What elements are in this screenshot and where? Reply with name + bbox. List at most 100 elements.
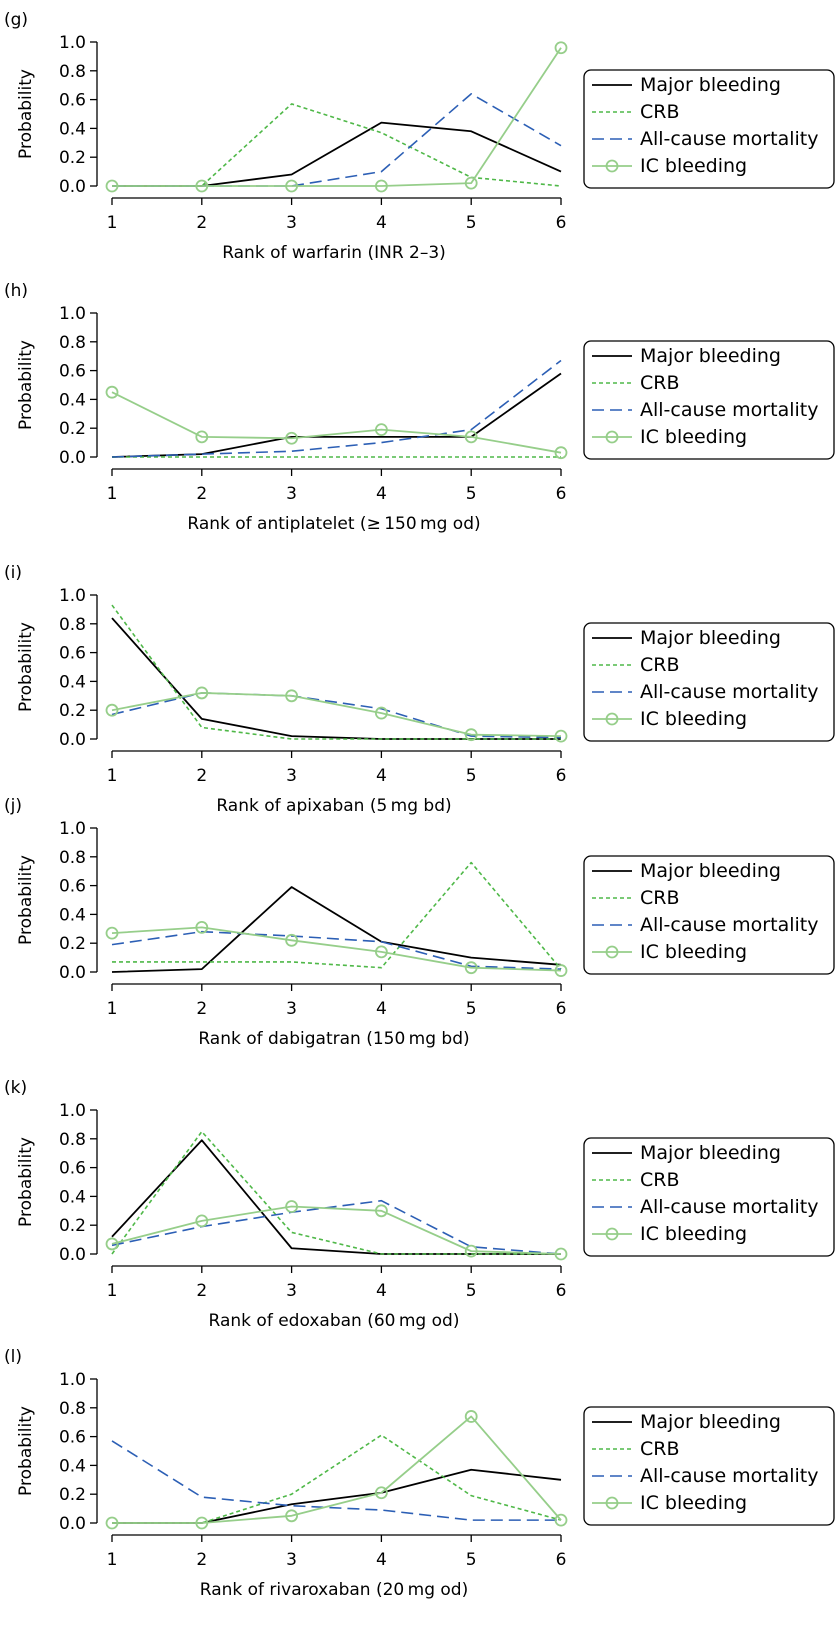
legend-box xyxy=(583,622,835,742)
x-tick-label: 1 xyxy=(107,1281,118,1301)
y-tick-label: 1.0 xyxy=(59,1370,86,1390)
panel-j: (j) 0.0 0.2 0.4 0.6 0.8 1.0 Probability 1 2 3 4 5 6 Ra… xyxy=(4,796,835,1049)
y-tick-label: 0.2 xyxy=(59,1485,86,1505)
y-tick-label: 0.8 xyxy=(59,615,86,635)
legend-marker xyxy=(605,1496,619,1510)
x-tick-label: 6 xyxy=(556,1550,567,1570)
x-tick-label: 4 xyxy=(376,766,387,786)
y-tick-label: 1.0 xyxy=(59,304,86,324)
series-line-major-bleeding xyxy=(111,617,561,740)
legend-marker xyxy=(605,430,619,444)
y-axis-label: Probability xyxy=(16,855,36,945)
y-tick-label: 0.8 xyxy=(59,1130,86,1150)
data-point-ic-bleeding xyxy=(374,1486,388,1500)
series-line-major-bleeding xyxy=(112,1468,562,1524)
y-tick-label: 0.0 xyxy=(59,1245,86,1265)
y-axis-label: Probability xyxy=(16,1406,36,1496)
legend-label: All-cause mortality xyxy=(640,128,818,150)
x-tick-label: 4 xyxy=(376,484,387,504)
x-tick-label: 2 xyxy=(196,213,207,233)
y-tick-label: 0.2 xyxy=(59,1216,86,1236)
data-point-ic-bleeding xyxy=(105,179,119,193)
x-tick-label: 4 xyxy=(376,999,387,1019)
legend-box xyxy=(583,69,835,189)
legend-label: IC bleeding xyxy=(640,155,747,177)
data-point-ic-bleeding xyxy=(105,703,119,717)
data-point-ic-bleeding xyxy=(105,385,119,399)
y-tick-label: 1.0 xyxy=(59,819,86,839)
series-line-all-cause-mortality xyxy=(111,1199,562,1255)
legend-label: IC bleeding xyxy=(640,941,747,963)
series-line-crb xyxy=(111,604,561,740)
y-tick-label: 0.2 xyxy=(59,419,86,439)
x-tick-label: 4 xyxy=(376,1550,387,1570)
series-line-major-bleeding xyxy=(111,372,562,458)
y-axis-label: Probability xyxy=(16,622,36,712)
x-tick-label: 6 xyxy=(556,999,567,1019)
x-tick-label: 2 xyxy=(196,1550,207,1570)
panel-i: (i) 0.0 0.2 0.4 0.6 0.8 1.0 Probability 1 2 3 4 5 6 Ra… xyxy=(4,563,835,816)
series-line-ic-bleeding xyxy=(111,391,562,454)
legend-label: All-cause mortality xyxy=(640,1196,818,1218)
x-axis-label: Rank of edoxaban (60 mg od) xyxy=(209,1311,460,1331)
x-tick-label: 6 xyxy=(556,484,567,504)
y-tick-label: 0.8 xyxy=(59,1399,86,1419)
x-tick-label: 5 xyxy=(466,1281,477,1301)
panel-label: (h) xyxy=(4,281,28,301)
x-tick-label: 4 xyxy=(376,213,387,233)
y-tick-label: 0.2 xyxy=(59,701,86,721)
x-tick-label: 3 xyxy=(286,1550,297,1570)
x-tick-label: 3 xyxy=(286,484,297,504)
legend-marker xyxy=(605,712,619,726)
y-tick-label: 0.8 xyxy=(59,333,86,353)
data-point-ic-bleeding xyxy=(195,686,209,700)
y-tick-label: 0.4 xyxy=(59,390,86,410)
data-point-ic-bleeding xyxy=(195,1516,209,1530)
data-point-ic-bleeding xyxy=(554,446,568,460)
data-point-ic-bleeding xyxy=(285,431,299,445)
series-line-crb xyxy=(111,1130,561,1255)
data-point-ic-bleeding xyxy=(374,423,388,437)
y-axis-label: Probability xyxy=(16,69,36,159)
series-line-crb xyxy=(112,1434,562,1524)
y-tick-label: 0.2 xyxy=(59,934,86,954)
legend-label: IC bleeding xyxy=(640,426,747,448)
data-point-ic-bleeding xyxy=(195,920,209,934)
y-axis-label: Probability xyxy=(16,1137,36,1227)
series-line-all-cause-mortality xyxy=(111,359,562,458)
x-tick-label: 6 xyxy=(556,766,567,786)
x-tick-label: 6 xyxy=(556,213,567,233)
y-tick-label: 0.0 xyxy=(59,1514,86,1534)
y-tick-label: 0.0 xyxy=(59,177,86,197)
y-tick-label: 0.6 xyxy=(59,877,86,897)
panel-k: (k) 0.0 0.2 0.4 0.6 0.8 1.0 Probability 1 2 3 4 5 6 Ra… xyxy=(4,1078,835,1331)
legend-label: All-cause mortality xyxy=(640,1465,818,1487)
x-tick-label: 6 xyxy=(556,1281,567,1301)
y-tick-label: 0.2 xyxy=(59,148,86,168)
panel-label: (j) xyxy=(4,796,22,816)
x-tick-label: 2 xyxy=(196,484,207,504)
x-axis-label: Rank of antiplatelet (≥ 150 mg od) xyxy=(187,514,480,534)
y-tick-label: 0.4 xyxy=(59,1456,86,1476)
legend-box xyxy=(583,340,835,460)
legend-label: All-cause mortality xyxy=(640,914,818,936)
x-axis-label: Rank of dabigatran (150 mg bd) xyxy=(198,1029,469,1049)
y-tick-label: 0.4 xyxy=(59,119,86,139)
y-tick-label: 1.0 xyxy=(59,33,86,53)
y-tick-label: 0.8 xyxy=(59,848,86,868)
data-point-ic-bleeding xyxy=(464,430,478,444)
series-line-major-bleeding xyxy=(111,1139,561,1255)
x-tick-label: 5 xyxy=(466,766,477,786)
legend-label: IC bleeding xyxy=(640,1492,747,1514)
series-line-major-bleeding xyxy=(111,886,562,973)
y-tick-label: 0.4 xyxy=(59,905,86,925)
panel-l: (l) 0.0 0.2 0.4 0.6 0.8 1.0 Probability 1 2 3 4 5 6 Ra… xyxy=(4,1347,835,1600)
legend-label: CRB xyxy=(640,101,680,123)
data-point-ic-bleeding xyxy=(105,1237,119,1251)
data-point-ic-bleeding xyxy=(374,179,388,193)
y-tick-label: 1.0 xyxy=(59,1101,86,1121)
legend-label: Major bleeding xyxy=(640,860,781,882)
y-tick-label: 0.6 xyxy=(59,1159,86,1179)
data-point-ic-bleeding xyxy=(285,1200,299,1213)
